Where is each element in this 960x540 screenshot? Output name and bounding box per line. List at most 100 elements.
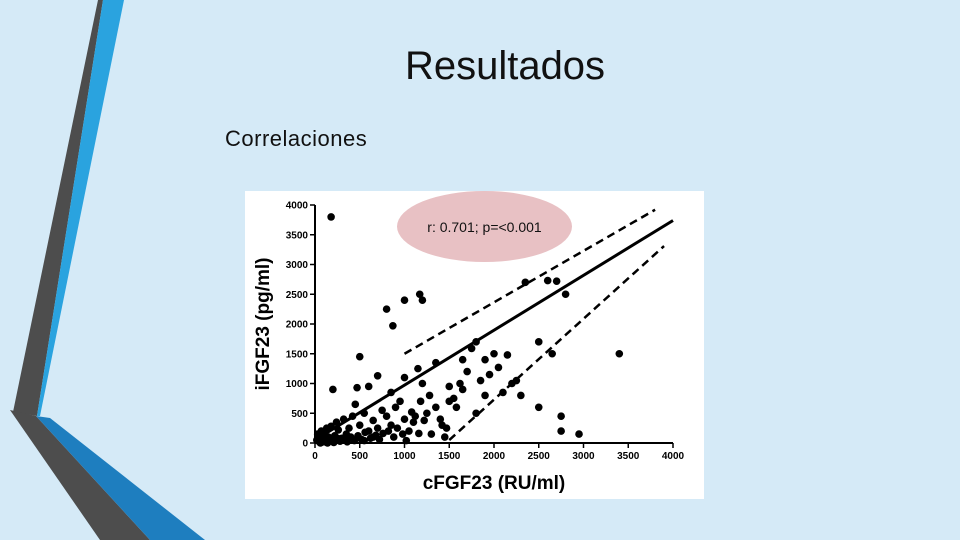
x-tick-label: 2000 [483,451,506,462]
confidence-band-lower [448,245,665,441]
stripe-blue [37,0,124,416]
data-point [345,424,353,432]
data-point [398,430,407,438]
data-point [364,382,373,391]
x-tick-label: 0 [312,451,318,462]
data-point [521,278,530,287]
y-tick-label: 500 [291,409,308,420]
y-tick-label: 0 [302,439,308,450]
stripe-blue-lower [36,416,205,540]
data-point [534,338,543,346]
data-point [449,394,458,403]
y-tick-label: 2500 [286,290,309,301]
data-point [373,371,382,380]
data-point [552,277,561,285]
data-point [375,435,384,444]
confidence-band-upper [403,208,656,355]
data-point [373,424,382,432]
slide-subtitle: Correlaciones [225,126,368,151]
data-point [517,391,525,400]
x-tick-label: 1000 [393,451,416,462]
data-point [327,213,335,221]
data-point [361,428,369,437]
data-point [432,358,440,367]
data-point [332,418,341,426]
x-tick-label: 3000 [572,451,595,462]
data-point [415,429,423,438]
data-point [353,383,361,392]
data-point [411,412,420,421]
data-point [405,427,413,435]
data-point [512,376,521,385]
x-tick-label: 4000 [662,451,685,462]
y-tick-label: 1500 [286,349,309,360]
data-point [400,373,409,382]
data-point [387,388,395,397]
data-point [467,344,476,353]
data-point [355,421,364,429]
data-point [503,351,512,359]
data-point [423,409,431,418]
data-point [481,391,489,400]
data-point [382,412,391,421]
data-point [418,379,427,388]
slide-title: Resultados [404,44,606,88]
correlation-annotation: r: 0.701; p=<0.001 [397,191,572,262]
data-point [420,416,428,425]
x-tick-label: 3500 [617,451,640,462]
data-point [427,430,436,438]
data-point [415,290,424,299]
data-point [452,403,461,412]
data-point [458,355,467,364]
y-tick-label: 3500 [286,230,309,241]
data-point [436,415,445,423]
x-axis-label: cFGF23 (RU/ml) [423,473,566,494]
data-point [476,376,485,385]
data-point [440,433,449,441]
data-point [485,370,494,379]
data-point [416,397,425,406]
x-tick-label: 1500 [438,451,461,462]
y-tick-label: 4000 [286,201,309,212]
data-point [391,403,400,412]
data-point [402,436,411,445]
data-point [445,382,454,391]
data-point [393,424,402,432]
data-point [425,391,434,400]
data-point [387,421,395,429]
data-point [494,363,503,372]
data-point [615,349,624,358]
data-point [400,415,409,423]
y-tick-label: 1000 [286,379,309,390]
data-point [414,364,422,373]
data-point [442,424,451,432]
data-point [339,415,348,423]
stripe-dark-lower [10,410,150,540]
data-point [481,355,489,364]
scatter-chart: 0 500 1000 1500 2000 2500 3000 3500 4000 0 500 1000… [245,191,704,499]
data-point [396,397,404,406]
regression-line [314,219,674,442]
data-point [463,367,471,376]
y-tick-label: 3000 [286,260,309,271]
data-point [418,296,427,304]
data-point [369,433,377,441]
data-point [548,349,556,358]
x-tick-label: 2500 [528,451,551,462]
data-point [456,379,464,388]
data-point [472,409,480,418]
x-tick-label: 500 [351,451,368,462]
data-point [382,305,391,313]
data-point [351,400,360,409]
data-point [561,290,570,299]
data-point [499,388,507,397]
stripe-dark-outer [13,0,103,416]
data-point [534,403,543,412]
data-point [384,427,393,435]
data-point [378,406,386,415]
data-point [543,276,552,285]
chart-canvas: 0 500 1000 1500 2000 2500 3000 3500 4000 0 500 1000… [253,201,685,495]
data-point [389,433,398,441]
data-point [557,412,565,421]
data-point [472,338,480,346]
